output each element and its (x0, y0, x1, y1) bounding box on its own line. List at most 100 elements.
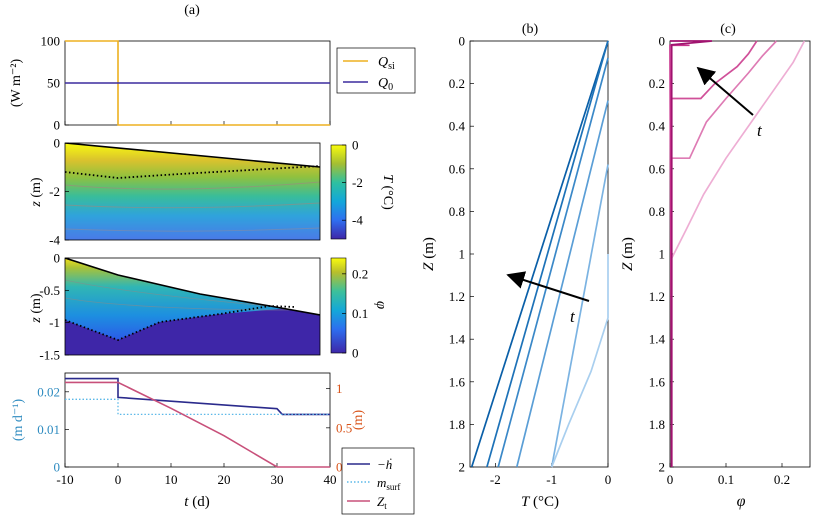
panel-b-x-tick-label: -1 (546, 472, 557, 487)
rates-x-tick-label: 20 (218, 472, 231, 487)
panel-c-time-arrow (696, 66, 754, 116)
temperature-colorbar-label: T (°C) (380, 174, 395, 210)
panel-b-plot: 0 0.2 0.4 0.6 0.8 1 1.2 1.4 1.6 1.8 2 -2 -1 0 Z (m) T… (421, 34, 611, 511)
panel-c-ylabel: Z (m) (620, 237, 636, 271)
temperature-colorbar-tick-label: -2 (352, 175, 363, 190)
temperature-colorbar-tick-label: 0 (352, 138, 359, 153)
porosity-colorbar-tick-label: 0.1 (352, 306, 368, 321)
porosity-contour (65, 279, 291, 309)
panel-c-y-tick-label: 0.4 (649, 119, 666, 134)
panel-b-profile-5 (550, 254, 609, 468)
panel-b-y-tick-label: 0.2 (449, 76, 465, 91)
panel-c-profile-4 (670, 40, 713, 467)
rates-x-tick-label: 40 (324, 472, 337, 487)
panel-c-x-tick-label: 0.1 (718, 472, 734, 487)
temperature-y-tick-label: 0 (54, 136, 61, 151)
panel-b-profile-2 (497, 57, 609, 468)
porosity-y-tick-label: -0.5 (39, 283, 60, 298)
temperature-ylabel: z (m) (29, 177, 44, 208)
temperature-field-plot: 0 -2 -4 z (m) 0 -2 -4 T (°C) (29, 136, 395, 248)
porosity-colorbar-tick-label: 0.2 (352, 266, 368, 281)
panel-b-y-tick-label: 1.4 (449, 332, 466, 347)
panel-b-y-tick-label: 1 (459, 247, 466, 262)
panel-b-profile-3 (515, 100, 609, 468)
heat-flux-ylabel: (W m⁻²) (9, 59, 24, 108)
panel-b-y-tick-label: 1.2 (449, 289, 465, 304)
rates-series-Z_t (65, 381, 330, 468)
porosity-above-surface (65, 258, 320, 315)
rates-x-tick-label: 30 (271, 472, 284, 487)
temperature-contour (65, 227, 320, 232)
rates-xlabel: t (d) (184, 494, 209, 510)
panel-c-profile-3 (669, 44, 690, 468)
panel-b-profile-1 (486, 40, 609, 468)
porosity-ylabel: z (m) (29, 293, 44, 324)
rates-y-left-tick-label: 0.02 (37, 384, 60, 399)
heat-flux-plot: 0 50 100 (W m⁻²) Qsi Q0 (9, 34, 416, 133)
panel-c-axes (669, 40, 811, 468)
porosity-field-plot: 0 -0.5 -1 -1.5 z (m) 0.2 0.1 0 φ (29, 251, 389, 363)
porosity-interface-line (65, 305, 296, 341)
temperature-surface-line (65, 143, 320, 168)
panel-b-x-tick-label: 0 (605, 472, 612, 487)
panel-b-ylabel: Z (m) (421, 237, 437, 271)
panel-b-x-tick-label: -2 (490, 472, 501, 487)
panel-b-y-tick-label: 0.6 (449, 161, 466, 176)
heat-flux-y-tick-label: 100 (41, 34, 61, 49)
panel-b-xlabel: T (°C) (521, 494, 559, 510)
panel-b-profile-4 (550, 164, 609, 468)
legend-label-zt: Zt (377, 494, 387, 511)
porosity-colorbar (330, 257, 347, 354)
rates-ylabel-left: (m d⁻¹) (11, 399, 26, 442)
temperature-colorbar-tick-label: -4 (352, 213, 363, 228)
panel-c-y-tick-label: 0 (659, 34, 666, 49)
rates-series-m_surf (65, 398, 330, 416)
porosity-y-tick-label: 0 (54, 251, 61, 266)
panel-c-y-tick-label: 0.2 (649, 76, 665, 91)
porosity-contour (65, 297, 291, 311)
porosity-colorbar-label: φ (373, 301, 389, 309)
panel-c-profile-0 (670, 40, 806, 467)
panel-b-y-tick-label: 0.8 (449, 204, 465, 219)
panel-c-title: (c) (720, 22, 736, 37)
rates-x-tick-label: 10 (165, 472, 178, 487)
panel-c-time-label: t (757, 121, 763, 140)
panel-c-plot: 00.20.40.60.811.21.41.61.820 0.1 0.2 Z (m)… (620, 34, 811, 510)
rates-y-right-tick-label: 1 (336, 381, 343, 396)
panel-b-y-tick-label: 1.6 (449, 374, 466, 389)
temperature-contour (65, 202, 320, 209)
panel-c-y-tick-label: 1.4 (649, 332, 666, 347)
panel-c-y-tick-label: 0.8 (649, 204, 665, 219)
rates-x-tick-label: 0 (115, 472, 122, 487)
panel-c-y-tick-label: 1.8 (649, 417, 665, 432)
temperature-y-tick-label: -4 (49, 233, 60, 248)
rates-y-left-tick-label: 0 (54, 460, 61, 475)
panel-b-y-tick-label: 2 (459, 460, 466, 475)
legend-label-msurf: msurf (377, 475, 400, 492)
heat-flux-y-tick-label: 50 (47, 76, 60, 91)
panel-c-xlabel: φ (737, 493, 746, 510)
temperature-y-tick-label: -2 (49, 184, 60, 199)
panel-a-title: (a) (184, 3, 200, 18)
rates-y-right-tick-label: 0.5 (336, 420, 352, 435)
heat-flux-legend: Qsi Q0 (336, 47, 416, 94)
porosity-mushy-layer (65, 258, 320, 340)
rates-y-right-tick-label: 0 (336, 460, 343, 475)
panel-b-y-tick-label: 0.4 (449, 119, 466, 134)
heat-flux-y-tick-label: 0 (54, 118, 61, 133)
temperature-contour (65, 181, 320, 190)
panel-c-x-tick-label: 0 (667, 472, 674, 487)
panel-b-time-label: t (570, 307, 576, 326)
panel-b-profile-0 (470, 40, 609, 468)
rates-series--h_dot (65, 377, 330, 416)
rates-y-left-tick-label: 0.01 (37, 422, 60, 437)
porosity-y-tick-label: -1.5 (39, 348, 60, 363)
legend-label-hdot: −ḣ (377, 457, 392, 472)
panel-c-x-tick-label: 0.2 (774, 472, 790, 487)
panel-c-y-tick-label: 0.6 (649, 161, 666, 176)
legend-label-qsi: Qsi (378, 55, 395, 72)
temperature-interface-line (65, 165, 320, 179)
rates-x-tick-label: -10 (56, 472, 73, 487)
